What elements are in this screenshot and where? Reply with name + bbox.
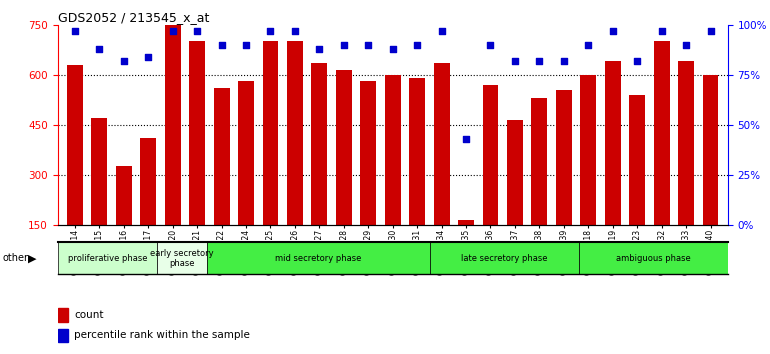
Bar: [458, 220, 474, 225]
Bar: [58, 329, 68, 342]
Bar: [360, 81, 377, 225]
Bar: [92, 118, 107, 225]
Text: ambiguous phase: ambiguous phase: [616, 254, 691, 263]
Bar: [287, 41, 303, 225]
Bar: [654, 41, 670, 225]
Bar: [556, 90, 572, 225]
Point: [705, 28, 717, 34]
Bar: [67, 65, 83, 225]
Text: mid secretory phase: mid secretory phase: [275, 254, 361, 263]
Text: GDS2052 / 213545_x_at: GDS2052 / 213545_x_at: [58, 11, 209, 24]
Bar: [507, 120, 523, 225]
Bar: [206, 242, 430, 274]
Bar: [189, 41, 205, 225]
Point: [337, 42, 350, 48]
Text: early secretory
phase: early secretory phase: [150, 249, 213, 268]
Point: [534, 58, 546, 64]
Bar: [213, 88, 229, 225]
Bar: [263, 41, 279, 225]
Bar: [409, 78, 425, 225]
Point: [607, 28, 619, 34]
Point: [289, 28, 301, 34]
Bar: [311, 63, 327, 225]
Point: [557, 58, 570, 64]
Bar: [165, 25, 181, 225]
Bar: [430, 242, 579, 274]
Point: [387, 46, 399, 52]
Point: [582, 42, 594, 48]
Point: [460, 136, 472, 142]
Bar: [58, 308, 68, 321]
Bar: [140, 138, 156, 225]
Bar: [579, 242, 728, 274]
Point: [69, 28, 81, 34]
Point: [264, 28, 276, 34]
Point: [313, 46, 326, 52]
Text: ▶: ▶: [28, 253, 36, 263]
Text: other: other: [2, 253, 28, 263]
Text: late secretory phase: late secretory phase: [461, 254, 547, 263]
Bar: [483, 85, 498, 225]
Text: proliferative phase: proliferative phase: [68, 254, 147, 263]
Point: [239, 42, 252, 48]
Point: [436, 28, 448, 34]
Point: [484, 42, 497, 48]
Point: [655, 28, 668, 34]
Bar: [604, 62, 621, 225]
Point: [142, 54, 154, 59]
Point: [362, 42, 374, 48]
Bar: [385, 75, 400, 225]
Bar: [116, 166, 132, 225]
Text: percentile rank within the sample: percentile rank within the sample: [75, 330, 250, 341]
Point: [191, 28, 203, 34]
Point: [93, 46, 105, 52]
Point: [631, 58, 644, 64]
Bar: [58, 242, 157, 274]
Bar: [238, 81, 254, 225]
Bar: [531, 98, 547, 225]
Point: [166, 28, 179, 34]
Bar: [157, 242, 206, 274]
Bar: [434, 63, 450, 225]
Point: [216, 42, 228, 48]
Bar: [702, 75, 718, 225]
Point: [509, 58, 521, 64]
Point: [118, 58, 130, 64]
Bar: [629, 95, 645, 225]
Text: count: count: [75, 310, 104, 320]
Point: [411, 42, 424, 48]
Bar: [678, 62, 694, 225]
Bar: [336, 70, 352, 225]
Point: [680, 42, 692, 48]
Bar: [581, 75, 596, 225]
